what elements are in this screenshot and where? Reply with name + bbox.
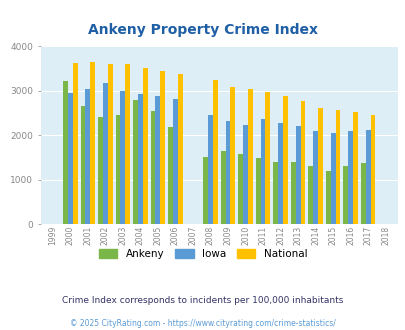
Bar [90,62,95,224]
Bar [312,131,317,224]
Bar [160,71,165,224]
Bar [80,106,85,224]
Bar [177,74,182,224]
Bar [255,158,260,224]
Legend: Ankeny, Iowa, National: Ankeny, Iowa, National [98,248,307,259]
Bar [370,115,375,224]
Bar [225,121,230,224]
Bar [352,112,357,224]
Bar [335,110,340,224]
Bar [342,166,347,224]
Bar [173,99,177,224]
Bar [330,133,335,224]
Bar [230,87,235,224]
Bar [72,63,77,224]
Bar [85,88,90,224]
Text: Ankeny Property Crime Index: Ankeny Property Crime Index [88,23,317,37]
Bar [120,91,125,224]
Bar [300,101,305,224]
Bar [360,163,365,224]
Bar [150,111,155,224]
Text: © 2025 CityRating.com - https://www.cityrating.com/crime-statistics/: © 2025 CityRating.com - https://www.city… [70,319,335,328]
Bar [290,162,295,224]
Bar [325,171,330,224]
Bar [115,115,120,224]
Bar [98,116,103,224]
Bar [220,151,225,224]
Bar [155,96,160,224]
Bar [307,166,312,224]
Bar [143,68,147,224]
Bar [202,157,207,224]
Bar [238,154,243,224]
Bar [247,88,252,224]
Bar [365,129,370,224]
Bar [243,125,247,224]
Text: Crime Index corresponds to incidents per 100,000 inhabitants: Crime Index corresponds to incidents per… [62,296,343,305]
Bar [282,96,287,224]
Bar [103,83,108,224]
Bar [273,162,277,224]
Bar [63,81,68,224]
Bar [212,80,217,224]
Bar [260,119,265,224]
Bar [347,131,352,224]
Bar [317,108,322,224]
Bar [125,64,130,224]
Bar [108,64,113,224]
Bar [133,100,138,224]
Bar [207,115,212,224]
Bar [277,123,282,224]
Bar [68,92,72,224]
Bar [138,94,143,224]
Bar [265,92,270,224]
Bar [295,126,300,224]
Bar [168,127,173,224]
